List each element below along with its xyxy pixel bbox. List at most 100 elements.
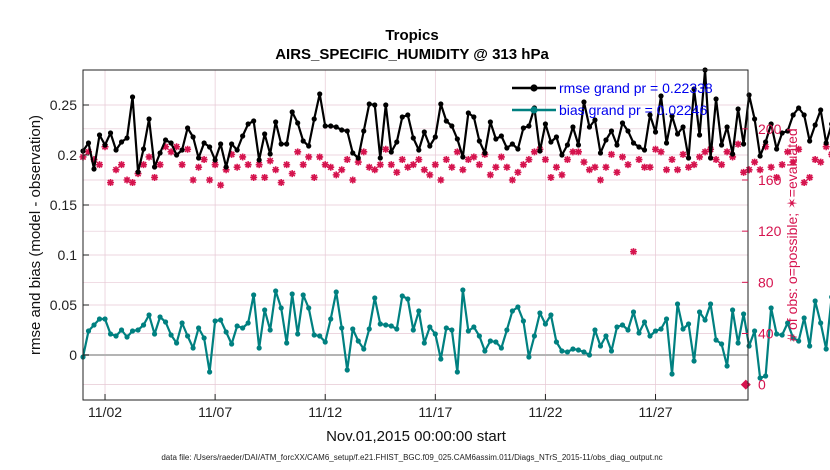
obs-point-core (790, 159, 796, 165)
rmse-point (526, 123, 532, 129)
obs-point-core (466, 157, 471, 162)
rmse-point (151, 164, 158, 170)
bias-point (91, 322, 97, 328)
rmse-point (663, 140, 670, 146)
obs-point-core (625, 162, 631, 167)
bias-point (256, 345, 262, 351)
rmse-point (680, 124, 686, 130)
bias-point (636, 330, 642, 336)
bias-point (146, 312, 152, 318)
y-axis-right: 0 40 80 120 160 200 (742, 121, 782, 393)
obs-point-core (218, 182, 223, 188)
obs-point-core (686, 165, 691, 170)
rmse-point (85, 140, 92, 146)
rmse-point (295, 120, 301, 126)
bias-point (680, 326, 686, 332)
rmse-point (647, 112, 653, 118)
obs-point-core (273, 167, 278, 172)
rmse-point (223, 164, 229, 170)
y-tick-label-left: 0.2 (58, 147, 78, 163)
rmse-point (504, 145, 510, 151)
bias-point (509, 308, 515, 314)
chart-title-line1: Tropics (385, 27, 438, 44)
bias-point (581, 349, 587, 355)
rmse-point (394, 139, 400, 145)
data-file-footer: data file: /Users/raeder/DAI/ATM_forcXX/… (161, 453, 662, 462)
obs-point-core (207, 177, 212, 183)
obs-point-core (295, 149, 300, 155)
rmse-point (350, 150, 356, 156)
rmse-point (691, 86, 697, 92)
rmse-point (289, 109, 295, 115)
bias-point (449, 327, 455, 333)
bias-point (718, 341, 725, 347)
obs-point-core (124, 177, 130, 183)
obs-point-core (642, 165, 647, 170)
bias-point (135, 327, 141, 333)
obs-point-core (350, 177, 355, 183)
obs-point-core (345, 157, 350, 162)
bias-point (674, 301, 681, 307)
obs-point-core (168, 149, 174, 155)
rmse-point (311, 116, 317, 122)
rmse-point (559, 152, 565, 158)
rmse-point (240, 133, 246, 139)
bias-point (559, 348, 565, 354)
obs-point-core (378, 162, 383, 167)
bias-point (476, 333, 482, 339)
obs-point-core (592, 165, 598, 170)
rmse-point (465, 110, 471, 116)
rmse-point (471, 114, 477, 120)
bias-point (339, 325, 345, 331)
obs-point-core (394, 170, 399, 175)
bias-point (355, 338, 361, 344)
bias-point (173, 340, 180, 346)
obs-point-core (675, 167, 680, 172)
bias-point (129, 328, 136, 334)
obs-point-core (152, 175, 157, 180)
obs-point-core (334, 172, 339, 178)
rmse-point (372, 102, 378, 108)
bias-point (779, 332, 785, 338)
obs-point-core (488, 172, 493, 178)
obs-point-core (267, 158, 273, 164)
rmse-point (388, 149, 394, 155)
rmse-point (575, 142, 582, 148)
bias-point (531, 333, 538, 339)
bias-point (245, 320, 251, 326)
obs-point-core (411, 162, 416, 167)
obs-point-core (653, 147, 658, 152)
rmse-point (729, 151, 736, 157)
obs-point-core (179, 162, 185, 167)
obs-point-core (719, 162, 724, 167)
bias-point (212, 318, 218, 324)
obs-point-core (499, 154, 504, 160)
rmse-point (724, 124, 730, 130)
bias-point (184, 333, 191, 339)
legend: rmse grand pr = 0.22338 bias grand pr = … (512, 80, 713, 118)
x-tick-label: 11/17 (418, 404, 452, 420)
obs-point-core (647, 165, 653, 170)
bias-point (322, 339, 328, 345)
obs-point-core (581, 159, 587, 165)
bias-point (608, 348, 615, 354)
bias-point (102, 316, 108, 322)
obs-point-core (785, 149, 790, 155)
rmse-point (658, 93, 664, 99)
bias-point (669, 371, 675, 377)
bias-point (641, 319, 648, 325)
bias-point (763, 373, 769, 379)
bias-point (796, 338, 802, 344)
bias-point (168, 332, 174, 338)
rmse-point (405, 112, 411, 118)
rmse-point (278, 141, 284, 147)
rmse-point (262, 131, 268, 137)
rmse-point (218, 141, 224, 147)
obs-point-core (405, 165, 410, 170)
rmse-point (300, 138, 306, 144)
y-axis-left: 0 0.05 0.1 0.15 0.2 0.25 (50, 97, 89, 363)
x-tick-label: 11/12 (308, 404, 342, 420)
bias-point (652, 328, 659, 334)
rmse-point (779, 130, 785, 136)
obs-point-core (510, 177, 515, 183)
